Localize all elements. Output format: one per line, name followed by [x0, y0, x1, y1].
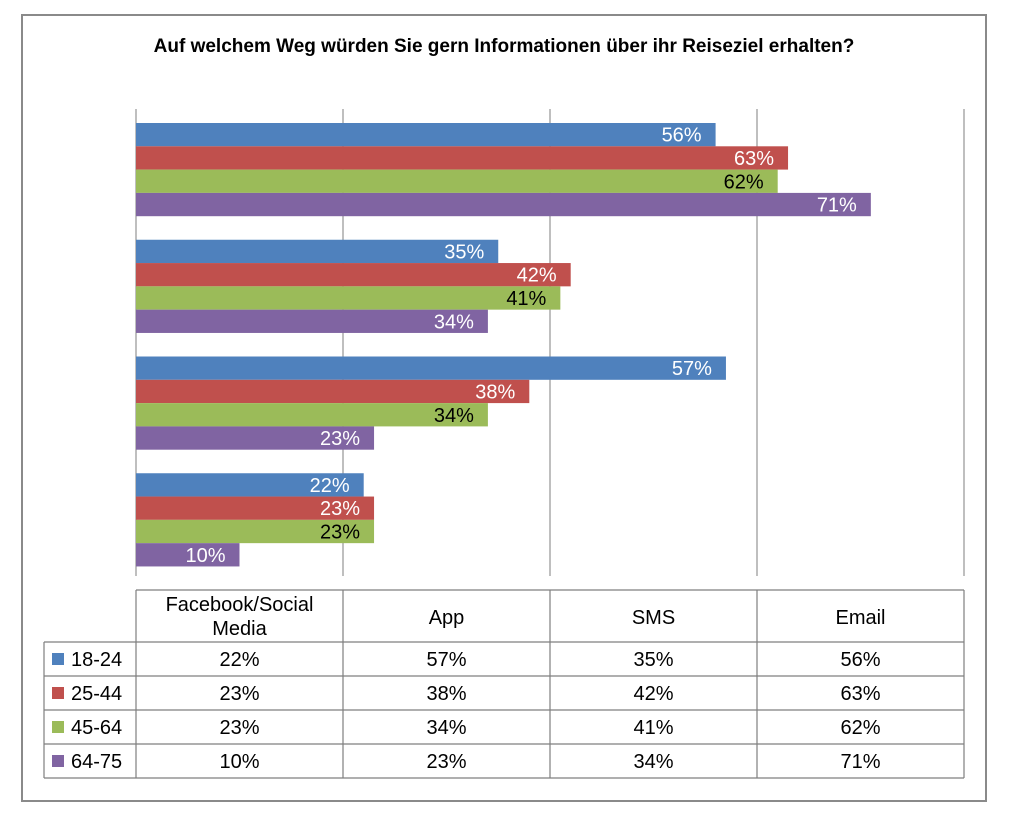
data-label: 23% — [320, 428, 360, 450]
table-cell: 56% — [840, 649, 880, 671]
table-cell: 63% — [840, 683, 880, 705]
data-label: 22% — [310, 475, 350, 497]
table-cell: 23% — [219, 683, 259, 705]
legend-label: 45-64 — [71, 717, 122, 739]
data-label: 57% — [672, 358, 712, 380]
table-cell: 57% — [426, 649, 466, 671]
bar-64-75-sms — [136, 309, 488, 333]
legend-swatch-45-64 — [52, 721, 64, 733]
table-cell: 62% — [840, 717, 880, 739]
data-label: 62% — [724, 171, 764, 193]
bar-45-64-email — [136, 169, 778, 193]
legend-swatch-25-44 — [52, 687, 64, 699]
legend-label: 18-24 — [71, 649, 122, 671]
table-cell: 71% — [840, 751, 880, 773]
bar-18-24-app — [136, 356, 726, 380]
table-cell: 38% — [426, 683, 466, 705]
data-label: 63% — [734, 148, 774, 170]
table-header: Media — [212, 618, 267, 640]
bar-45-64-app — [136, 403, 488, 427]
bar-25-44-sms — [136, 263, 571, 287]
bar-45-64-sms — [136, 286, 561, 310]
table-header: Email — [835, 607, 885, 629]
table-cell: 42% — [633, 683, 673, 705]
data-label: 23% — [320, 522, 360, 544]
bar-18-24-sms — [136, 239, 499, 264]
data-label: 34% — [434, 311, 474, 333]
table-cell: 23% — [219, 717, 259, 739]
table-cell: 34% — [426, 717, 466, 739]
bar-18-24-email — [136, 123, 716, 147]
bar-64-75-email — [136, 192, 871, 217]
legend-swatch-64-75 — [52, 755, 64, 767]
data-label: 23% — [320, 498, 360, 520]
table-cell: 23% — [426, 751, 466, 773]
table-cell: 35% — [633, 649, 673, 671]
bar-64-75-app — [136, 426, 375, 450]
table-cell: 10% — [219, 751, 259, 773]
data-label: 42% — [517, 265, 557, 287]
table-cell: 41% — [633, 717, 673, 739]
chart-title: Auf welchem Weg würden Sie gern Informat… — [153, 36, 855, 57]
legend-swatch-18-24 — [52, 653, 64, 665]
bar-25-44-email — [136, 146, 789, 170]
data-label: 34% — [434, 405, 474, 427]
bar-25-44-app — [136, 379, 530, 404]
table-cell: 22% — [219, 649, 259, 671]
legend-label: 64-75 — [71, 751, 122, 773]
data-label: 71% — [817, 195, 857, 217]
table-cell: 34% — [633, 751, 673, 773]
bar-45-64-facebooksocialmedia — [136, 519, 375, 544]
table-header: Facebook/Social — [166, 594, 314, 616]
table-header: SMS — [632, 607, 675, 629]
data-label: 38% — [475, 381, 515, 403]
data-label: 10% — [185, 545, 225, 567]
bar-25-44-facebooksocialmedia — [136, 496, 375, 520]
data-label: 41% — [506, 288, 546, 310]
data-label: 35% — [444, 241, 484, 263]
bar-64-75-facebooksocialmedia — [136, 543, 240, 567]
legend-label: 25-44 — [71, 683, 122, 705]
data-label: 56% — [662, 125, 702, 147]
bar-18-24-facebooksocialmedia — [136, 473, 364, 497]
table-header: App — [429, 607, 465, 629]
